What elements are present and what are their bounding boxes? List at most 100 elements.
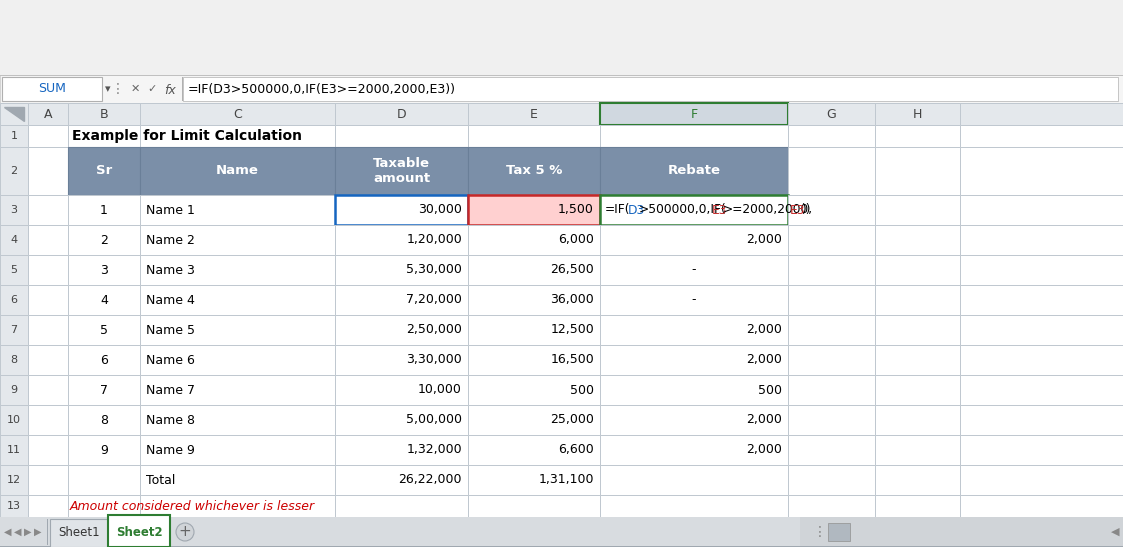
Text: F: F	[691, 108, 697, 120]
Bar	[960, 465, 1123, 495]
Bar	[468, 315, 600, 345]
Text: )): ))	[801, 203, 811, 217]
Bar	[0, 345, 28, 375]
Text: Sheet1: Sheet1	[58, 526, 100, 538]
Text: 4: 4	[10, 235, 18, 245]
Bar	[69, 465, 140, 495]
Text: 2,000: 2,000	[746, 323, 782, 336]
Bar	[0, 125, 28, 147]
Bar	[468, 405, 600, 435]
Text: B: B	[100, 108, 108, 120]
Bar	[875, 495, 960, 517]
Bar	[875, 465, 960, 495]
Bar	[69, 375, 140, 405]
Text: 2: 2	[10, 166, 18, 176]
Bar	[600, 495, 788, 517]
Bar	[335, 125, 468, 147]
Bar	[960, 495, 1123, 517]
Bar	[69, 315, 140, 345]
Bar	[960, 405, 1123, 435]
Text: Name 7: Name 7	[146, 383, 195, 397]
Bar	[788, 195, 875, 225]
Text: 2,000: 2,000	[746, 414, 782, 427]
Text: =IF(: =IF(	[605, 203, 630, 217]
Bar	[69, 125, 140, 147]
Bar	[875, 103, 960, 125]
Bar	[788, 375, 875, 405]
Bar	[335, 285, 468, 315]
Text: 1,31,100: 1,31,100	[539, 474, 594, 486]
Bar	[335, 255, 468, 285]
Bar	[28, 315, 69, 345]
Text: +: +	[179, 525, 191, 539]
Text: 3: 3	[10, 205, 18, 215]
Bar	[140, 225, 335, 255]
Bar	[28, 285, 69, 315]
Bar	[788, 255, 875, 285]
Bar	[828, 523, 850, 541]
Bar	[69, 255, 140, 285]
Bar	[140, 103, 335, 125]
Text: ⋮: ⋮	[111, 82, 125, 96]
Bar	[788, 495, 875, 517]
Text: 1: 1	[10, 131, 18, 141]
Bar	[0, 495, 28, 517]
Text: 7,20,000: 7,20,000	[407, 294, 462, 306]
Bar	[140, 147, 335, 195]
Text: 7: 7	[100, 383, 108, 397]
Bar	[875, 345, 960, 375]
Bar	[788, 345, 875, 375]
Bar	[788, 103, 875, 125]
Bar	[875, 125, 960, 147]
Text: 2,000: 2,000	[746, 444, 782, 457]
Bar	[875, 195, 960, 225]
Text: ▶: ▶	[34, 527, 42, 537]
Bar	[69, 103, 140, 125]
Bar	[140, 255, 335, 285]
Text: 16,500: 16,500	[550, 353, 594, 366]
Bar	[788, 315, 875, 345]
Bar	[140, 125, 335, 147]
Bar	[875, 405, 960, 435]
Text: 5,00,000: 5,00,000	[407, 414, 462, 427]
Bar	[335, 495, 468, 517]
Text: Name 1: Name 1	[146, 203, 195, 217]
Text: 9: 9	[10, 385, 18, 395]
Text: 11: 11	[7, 445, 21, 455]
Bar	[468, 345, 600, 375]
Bar	[335, 315, 468, 345]
Text: 10: 10	[7, 415, 21, 425]
Text: 2: 2	[100, 234, 108, 247]
Text: 1,20,000: 1,20,000	[407, 234, 462, 247]
Bar	[600, 435, 788, 465]
Text: 2,50,000: 2,50,000	[407, 323, 462, 336]
Text: -: -	[692, 294, 696, 306]
Bar	[140, 315, 335, 345]
Bar	[468, 147, 600, 195]
Bar	[0, 103, 28, 125]
Text: ▾: ▾	[106, 84, 111, 94]
Text: Name 6: Name 6	[146, 353, 195, 366]
Text: ⋮: ⋮	[813, 525, 827, 539]
Bar	[468, 435, 600, 465]
Bar	[875, 285, 960, 315]
Bar	[140, 285, 335, 315]
Bar	[335, 195, 468, 225]
Text: SUM: SUM	[38, 83, 66, 96]
Bar	[69, 285, 140, 315]
Text: 500: 500	[570, 383, 594, 397]
Bar	[875, 315, 960, 345]
Text: 8: 8	[100, 414, 108, 427]
Bar	[875, 147, 960, 195]
Text: Name 4: Name 4	[146, 294, 195, 306]
Text: Taxable
amount: Taxable amount	[373, 157, 430, 185]
Bar	[335, 435, 468, 465]
Text: Tax 5 %: Tax 5 %	[505, 165, 563, 177]
Bar	[140, 405, 335, 435]
Text: Name 8: Name 8	[146, 414, 195, 427]
Bar	[468, 225, 600, 255]
Text: 12,500: 12,500	[550, 323, 594, 336]
Text: 26,22,000: 26,22,000	[399, 474, 462, 486]
Bar	[140, 435, 335, 465]
Bar	[69, 405, 140, 435]
